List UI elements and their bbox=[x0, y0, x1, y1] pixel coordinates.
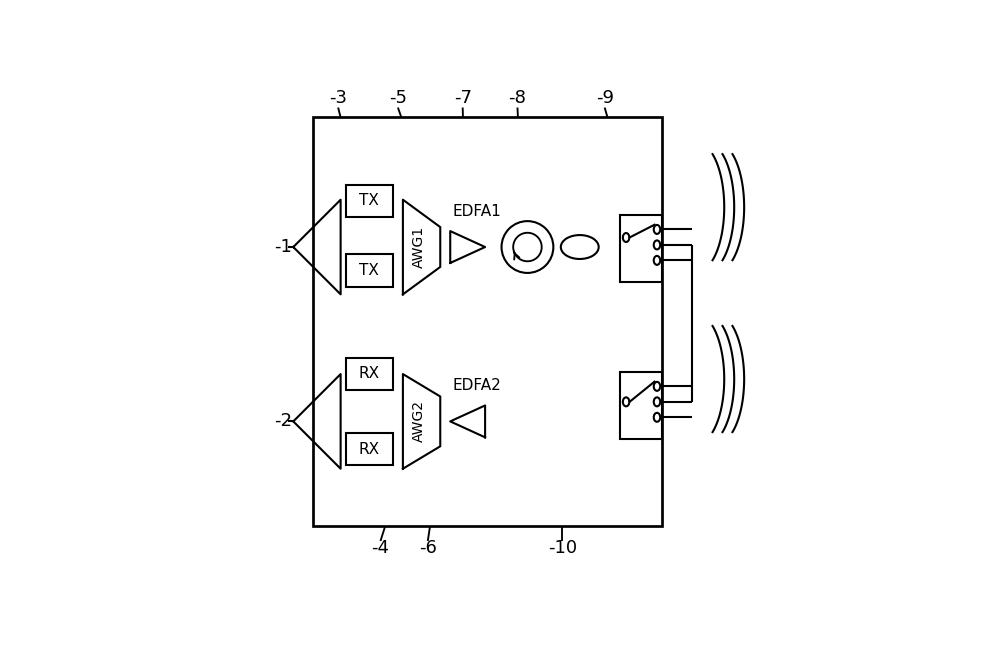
Bar bbox=[620, 371, 662, 439]
Bar bbox=[346, 185, 393, 217]
Text: TX: TX bbox=[359, 193, 379, 208]
Bar bbox=[346, 433, 393, 465]
Text: -1: -1 bbox=[274, 238, 292, 256]
Bar bbox=[313, 118, 662, 526]
Text: RX: RX bbox=[359, 366, 380, 381]
Bar bbox=[346, 254, 393, 287]
Text: -3: -3 bbox=[329, 89, 347, 107]
Text: RX: RX bbox=[359, 441, 380, 457]
Text: -8: -8 bbox=[509, 89, 526, 107]
Text: EDFA1: EDFA1 bbox=[453, 204, 501, 219]
Text: -5: -5 bbox=[389, 89, 407, 107]
Text: -9: -9 bbox=[596, 89, 614, 107]
Text: -10: -10 bbox=[548, 540, 577, 558]
Text: -2: -2 bbox=[274, 412, 292, 430]
Text: AWG2: AWG2 bbox=[412, 400, 426, 443]
Text: -6: -6 bbox=[419, 540, 437, 558]
Text: -4: -4 bbox=[371, 540, 389, 558]
Text: AWG1: AWG1 bbox=[412, 226, 426, 268]
Bar bbox=[346, 358, 393, 390]
Text: EDFA2: EDFA2 bbox=[453, 378, 501, 393]
Bar bbox=[620, 215, 662, 282]
Text: TX: TX bbox=[359, 263, 379, 278]
Text: -7: -7 bbox=[454, 89, 472, 107]
